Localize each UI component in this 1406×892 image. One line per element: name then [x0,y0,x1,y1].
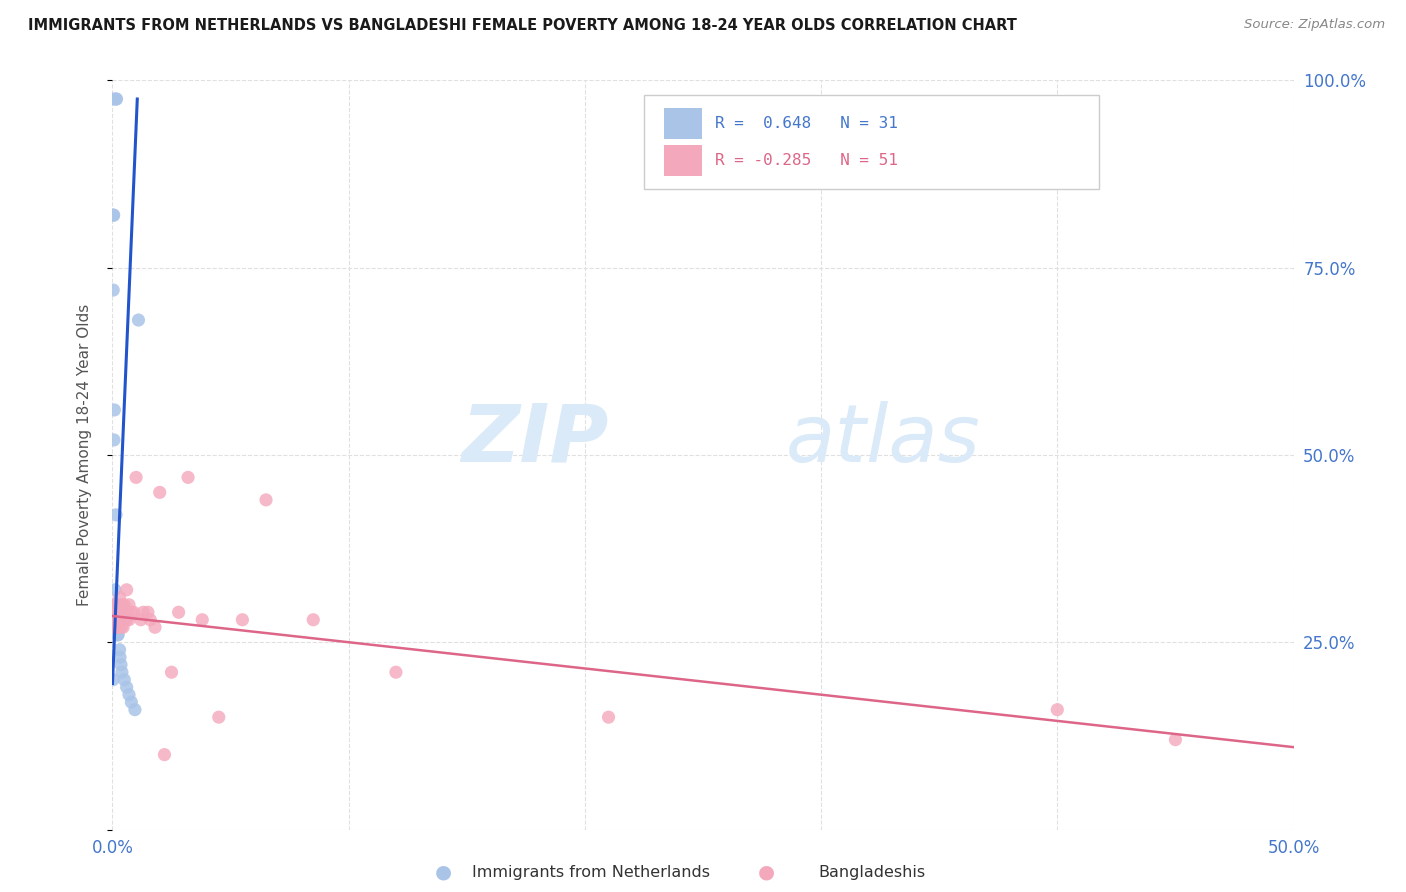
Point [107,605,129,619]
Point [160,665,183,680]
Point [103,92,125,106]
FancyBboxPatch shape [664,108,702,139]
Point [105,92,128,106]
Point [105,613,128,627]
Point [111,613,134,627]
Point [143,620,166,634]
Point [104,582,127,597]
Point [107,628,129,642]
Text: Immigrants from Netherlands: Immigrants from Netherlands [471,865,710,880]
Point [112,598,135,612]
Point [111,598,134,612]
Point [132,605,155,619]
Point [1164,732,1187,747]
Point [112,620,135,634]
Point [108,591,131,605]
Point [111,665,134,680]
Text: Source: ZipAtlas.com: Source: ZipAtlas.com [1244,18,1385,31]
Text: atlas: atlas [786,401,980,479]
Point [104,613,127,627]
Point [118,688,141,702]
Point [125,470,148,484]
Point [105,508,128,522]
Point [103,208,125,222]
Point [104,613,127,627]
Point [105,628,128,642]
Point [118,598,141,612]
Point [105,605,128,619]
Text: ●: ● [758,863,775,882]
Point [103,620,125,634]
Point [115,680,138,694]
Point [127,313,149,327]
Point [191,613,214,627]
Point [108,642,131,657]
Point [107,628,129,642]
Text: R =  0.648   N = 31: R = 0.648 N = 31 [714,116,897,131]
Text: IMMIGRANTS FROM NETHERLANDS VS BANGLADESHI FEMALE POVERTY AMONG 18-24 YEAR OLDS : IMMIGRANTS FROM NETHERLANDS VS BANGLADES… [28,18,1017,33]
Point [302,613,325,627]
Point [105,598,128,612]
Point [105,613,128,627]
Point [115,582,138,597]
Point [103,403,125,417]
Point [108,650,131,665]
Point [120,695,142,709]
Point [105,620,128,634]
Point [101,673,124,687]
Point [120,605,142,619]
Point [118,613,141,627]
Point [112,613,135,627]
Point [108,605,131,619]
Point [1046,703,1069,717]
Point [254,492,277,507]
Point [111,613,134,627]
Text: ZIP: ZIP [461,401,609,479]
Point [129,613,152,627]
Text: ●: ● [434,863,451,882]
Point [105,620,128,634]
Point [105,620,128,634]
Point [104,613,127,627]
Point [103,283,125,297]
Point [153,747,176,762]
Point [107,620,129,634]
Point [108,605,131,619]
Point [385,665,408,680]
Point [598,710,620,724]
Point [104,613,127,627]
Point [115,613,138,627]
Point [107,613,129,627]
Point [149,485,172,500]
Text: Bangladeshis: Bangladeshis [818,865,925,880]
Point [104,598,127,612]
Text: R = -0.285   N = 51: R = -0.285 N = 51 [714,153,897,168]
Point [167,605,190,619]
Point [105,620,128,634]
Point [103,433,125,447]
Point [105,598,128,612]
Point [231,613,253,627]
Point [103,208,125,222]
Point [110,657,132,672]
Point [112,673,135,687]
Point [177,470,200,484]
Point [110,620,132,634]
Point [208,710,231,724]
Point [136,605,159,619]
FancyBboxPatch shape [644,95,1098,189]
Point [110,613,132,627]
Y-axis label: Female Poverty Among 18-24 Year Olds: Female Poverty Among 18-24 Year Olds [77,304,91,606]
Point [108,613,131,627]
Point [104,598,127,612]
Point [122,605,145,619]
Point [124,703,146,717]
Point [114,605,136,619]
Point [139,613,162,627]
FancyBboxPatch shape [664,145,702,177]
Point [105,92,128,106]
